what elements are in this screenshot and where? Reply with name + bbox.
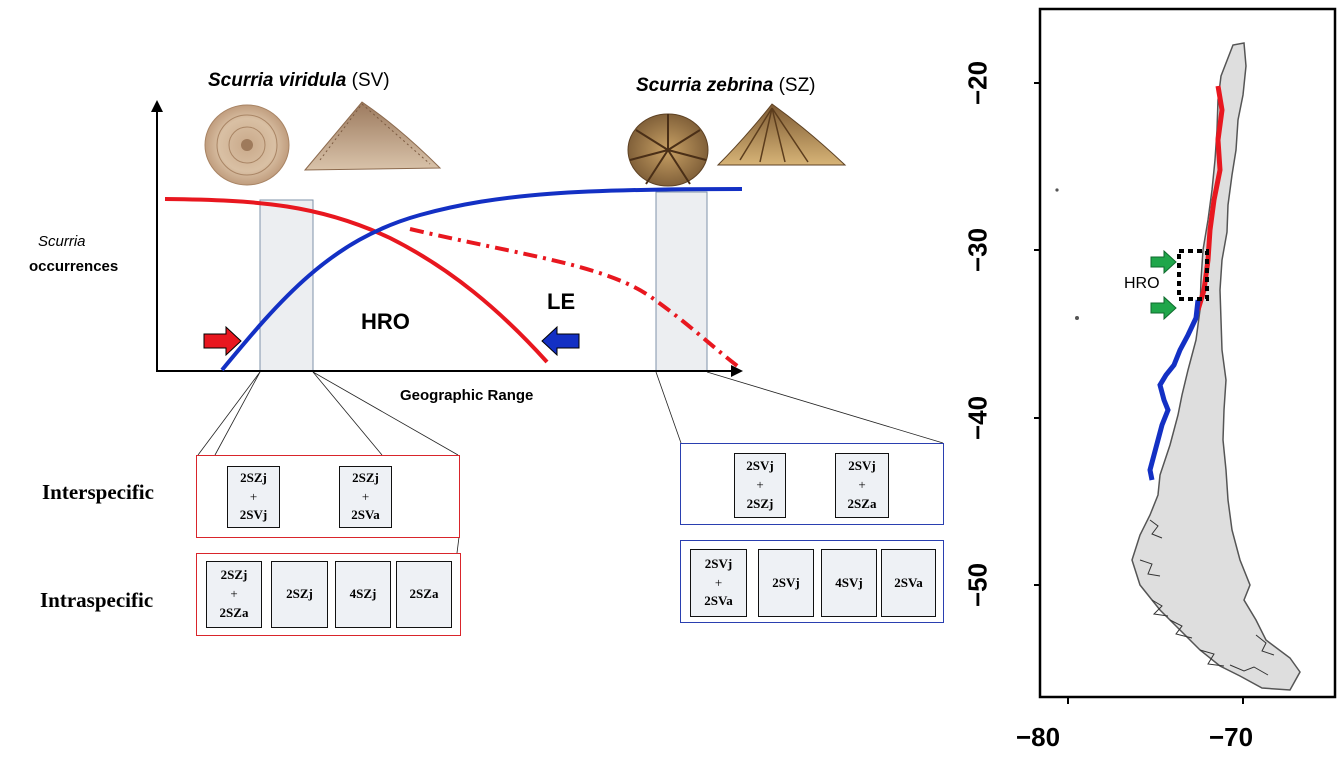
right-sampling-zone (655, 191, 708, 372)
ylabel-line2: occurrences (29, 258, 119, 275)
right-intraspecific-frame: 2SVj + 2SVa 2SVj 4SVj 2SVa (680, 540, 944, 623)
left-interspecific-frame: 2SZj + 2SVj 2SZj + 2SVa (196, 455, 460, 538)
sv-abbr: (SV) (351, 70, 390, 91)
chile-map-shape (1131, 42, 1301, 691)
map-ytick-40: −40 (962, 395, 993, 441)
sz-title: Scurria zebrina (SZ) (636, 75, 816, 97)
map-xtick-80: −80 (1016, 722, 1061, 752)
treatment-cell: 4SZj (335, 561, 391, 628)
right-interspecific-frame: 2SVj + 2SZj 2SVj + 2SZa (680, 443, 944, 525)
archipelago-detail (1139, 519, 1275, 676)
interspecific-label: Interspecific (42, 480, 154, 504)
hro-box (1177, 249, 1209, 301)
treatment-cell: 2SZj + 2SVj (227, 466, 280, 528)
sv-occurrence-curve (164, 197, 549, 364)
sz-abbr: (SZ) (778, 75, 816, 96)
treatment-cell: 4SVj (821, 549, 877, 617)
sv-name: Scurria viridula (208, 70, 347, 91)
sv-range-expansion-curve (409, 227, 742, 370)
sz-coast-line (1147, 299, 1201, 481)
treatment-cell: 2SVa (881, 549, 936, 617)
le-label: LE (547, 289, 576, 314)
hro-label: HRO (361, 309, 410, 334)
right-connector-lines (655, 371, 944, 444)
sz-occurrence-curve (220, 187, 743, 372)
treatment-cell: 2SZj (271, 561, 328, 628)
green-arrow-icon (1150, 249, 1177, 275)
treatment-cell: 2SVj + 2SZj (734, 453, 786, 518)
treatment-cell: 2SVj + 2SZa (835, 453, 889, 518)
ylabel-line1: Scurria (38, 233, 86, 250)
map-xtick-70: −70 (1209, 722, 1254, 752)
treatment-cell: 2SZa (396, 561, 452, 628)
treatment-cell: 2SVj (758, 549, 814, 617)
map-ytick-30: −30 (962, 227, 993, 273)
diagram-axes (151, 100, 743, 377)
sz-name: Scurria zebrina (636, 75, 774, 96)
treatment-cell: 2SVj + 2SVa (690, 549, 747, 617)
left-connector-lines (197, 371, 460, 554)
sv-shell-top-image (204, 104, 290, 186)
sv-title: Scurria viridula (SV) (208, 70, 390, 92)
map-ticks (1034, 82, 1244, 704)
sz-shell-side-image (716, 103, 847, 166)
green-arrow-icon-2 (1150, 295, 1177, 321)
map-ytick-20: −20 (962, 60, 993, 106)
map-ytick-50: −50 (962, 562, 993, 608)
left-sampling-zone (259, 199, 314, 372)
xlabel: Geographic Range (400, 387, 534, 404)
blue-arrow-icon (541, 325, 580, 357)
treatment-cell: 2SZj + 2SZa (206, 561, 262, 628)
left-intraspecific-frame: 2SZj + 2SZa 2SZj 4SZj 2SZa (196, 553, 461, 636)
intraspecific-label: Intraspecific (40, 588, 154, 612)
sz-shell-top-image (627, 113, 709, 187)
red-arrow-icon (203, 325, 242, 357)
sv-shell-side-image (303, 101, 442, 171)
map-hro-label: HRO (1124, 275, 1160, 292)
treatment-cell: 2SZj + 2SVa (339, 466, 392, 528)
